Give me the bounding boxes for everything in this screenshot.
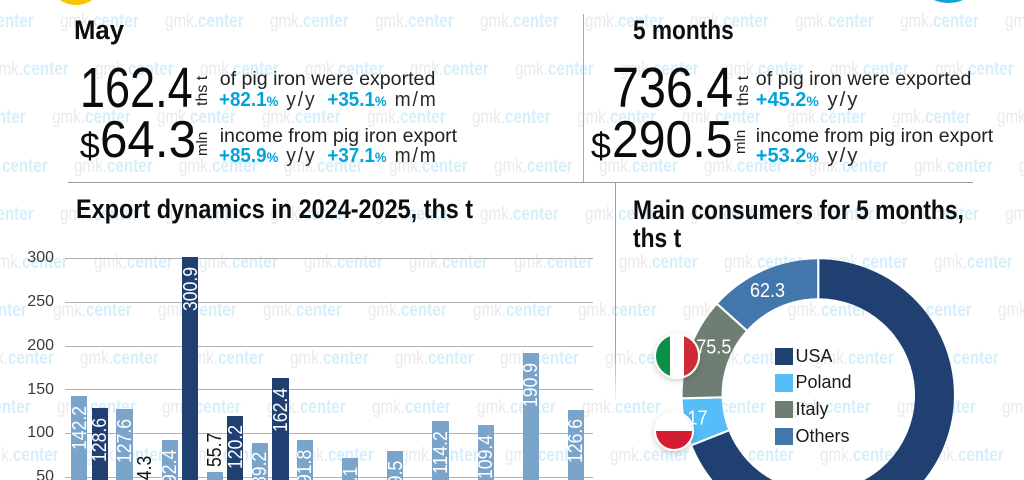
svg-text:17: 17: [687, 408, 707, 430]
svg-text:62.3: 62.3: [750, 280, 785, 302]
svg-text:75.5: 75.5: [696, 336, 731, 358]
